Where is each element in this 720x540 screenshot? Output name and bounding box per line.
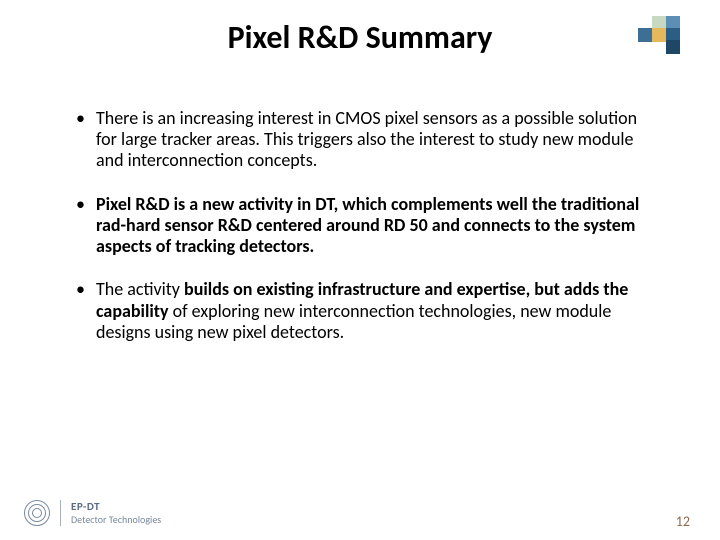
list-item: The activity builds on existing infrastr… bbox=[76, 279, 656, 343]
corner-logo bbox=[624, 16, 684, 52]
text-run: The activity bbox=[96, 278, 184, 300]
page-number: 12 bbox=[676, 513, 690, 530]
footer-line1: EP-DT bbox=[71, 500, 161, 513]
logo-square bbox=[666, 40, 680, 54]
footer-divider bbox=[60, 500, 61, 526]
text-run: of exploring new interconnection technol… bbox=[96, 300, 611, 343]
list-item: There is an increasing interest in CMOS … bbox=[76, 108, 656, 172]
footer-logo: EP-DT Detector Technologies bbox=[24, 500, 161, 526]
cern-icon bbox=[24, 500, 50, 526]
footer-line2: Detector Technologies bbox=[71, 513, 161, 526]
logo-square bbox=[638, 28, 652, 42]
slide: Pixel R&D Summary There is an increasing… bbox=[0, 0, 720, 540]
bullet-list: There is an increasing interest in CMOS … bbox=[76, 108, 656, 365]
list-item: Pixel R&D is a new activity in DT, which… bbox=[76, 194, 656, 258]
footer-text: EP-DT Detector Technologies bbox=[71, 500, 161, 526]
page-title: Pixel R&D Summary bbox=[0, 18, 720, 57]
text-run: There is an increasing interest in CMOS … bbox=[96, 107, 637, 171]
logo-square bbox=[652, 28, 666, 42]
text-run: Pixel R&D is a new activity in DT, which… bbox=[96, 193, 639, 257]
